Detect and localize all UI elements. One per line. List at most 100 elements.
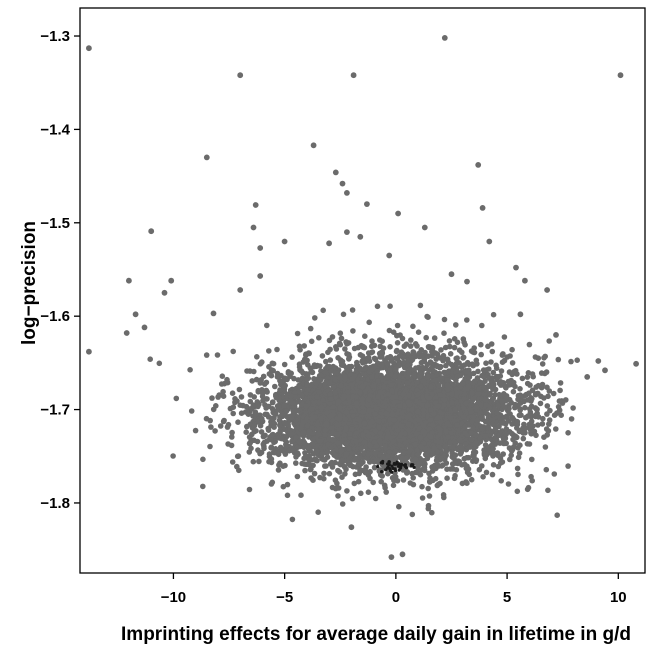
scatter-point [232,396,238,402]
scatter-point [450,466,456,472]
scatter-point [522,404,528,411]
scatter-point [500,436,507,443]
scatter-point [361,420,368,427]
scatter-point [269,406,276,412]
scatter-point [444,466,450,473]
scatter-point [278,372,284,379]
scatter-point [321,470,327,477]
scatter-point [256,458,262,465]
scatter-point [289,354,295,360]
scatter-point [558,412,564,419]
scatter-point [476,466,483,473]
scatter-point [294,473,301,480]
scatter-point [490,462,497,468]
scatter-point [483,360,489,367]
scatter-point [475,368,481,375]
scatter-point [253,411,259,418]
scatter-point [517,406,523,412]
scatter-point [442,443,449,450]
scatter-point [514,418,521,425]
scatter-point [379,338,386,345]
scatter-point [495,463,502,470]
scatter-point [508,448,515,454]
scatter-point [400,449,407,456]
scatter-point [509,430,515,437]
scatter-point [410,475,417,481]
scatter-point [433,457,440,464]
scatter-point [227,405,234,412]
scatter-point [490,395,497,402]
scatter-point [358,490,364,497]
scatter-point [248,445,254,452]
scatter-point [323,358,329,365]
scatter-point [247,398,254,405]
scatter-point [269,415,275,422]
scatter-point [557,380,564,386]
scatter-point [218,381,225,387]
scatter-point [469,418,476,425]
scatter-point [534,406,540,413]
scatter-point [334,480,340,487]
scatter-point [335,485,342,491]
scatter-point [400,354,407,361]
scatter-point [229,390,236,397]
scatter-point [544,403,551,409]
scatter-point [217,423,224,429]
scatter-point [461,404,467,411]
scatter-point [259,393,266,400]
scatter-point [275,467,282,473]
scatter-point [297,383,303,390]
scatter-point [474,417,481,424]
scatter-point [527,406,533,412]
scatter-point [234,453,241,460]
scatter-point [348,450,354,457]
scatter-point [243,429,249,436]
scatter-point [349,495,356,502]
scatter-point [365,489,372,496]
scatter-point [370,479,377,486]
scatter-point [258,429,265,435]
scatter-point [295,398,302,405]
scatter-point [483,469,490,476]
scatter-point [500,451,507,457]
scatter-point [254,438,261,445]
scatter-point [434,372,440,379]
scatter-point [294,425,301,432]
scatter-point [435,462,441,469]
scatter-point [229,429,235,436]
scatter-point [366,459,373,465]
scatter-point [378,478,385,485]
scatter-point [338,335,345,342]
scatter-point [507,456,513,463]
scatter-point [431,335,438,341]
scatter-point [289,516,296,523]
scatter-point [335,493,341,499]
scatter-point [348,363,355,370]
scatter-point [372,495,379,502]
scatter-point [390,482,397,489]
scatter-point [393,348,400,355]
scatter-point [401,343,408,350]
scatter-point [440,462,446,468]
scatter-point [329,460,335,467]
scatter-point [457,436,463,443]
scatter-point [540,415,546,422]
scatter-point [373,443,380,449]
scatter-point [517,386,523,392]
scatter-point [509,421,515,427]
scatter-point [542,444,549,450]
scatter-point [493,365,500,372]
scatter-point [281,361,288,368]
scatter-point [210,406,217,413]
scatter-point [293,460,299,466]
scatter-point [387,344,393,350]
scatter-point [553,426,559,432]
scatter-point [404,470,410,476]
scatter-point [257,378,264,384]
scatter-point [301,343,308,349]
scatter-point [289,438,295,445]
scatter-point [385,470,391,477]
scatter-point [302,467,308,474]
scatter-point [346,356,352,362]
scatter-point [346,351,352,358]
